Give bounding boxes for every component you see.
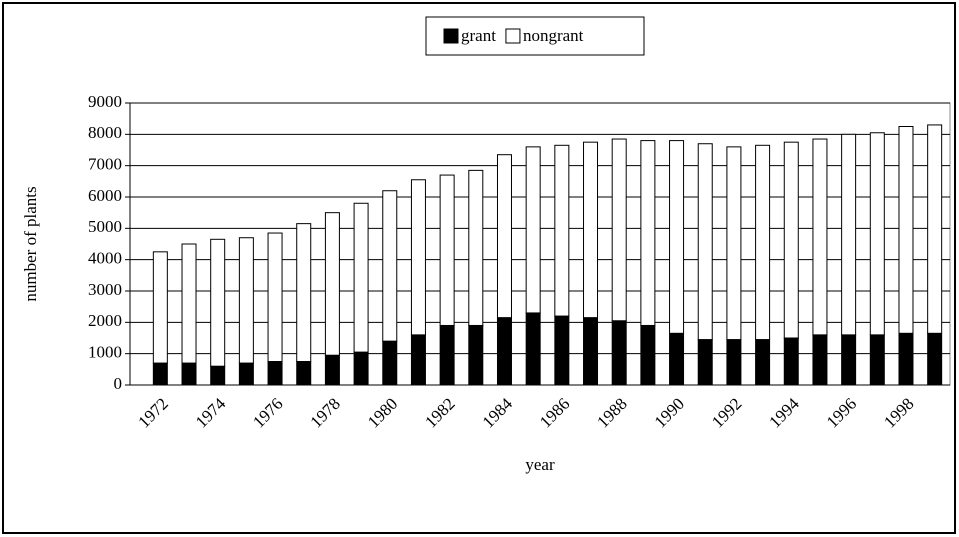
bar-segment xyxy=(152,251,168,364)
bar-segment xyxy=(496,317,512,386)
bar-segment xyxy=(640,324,656,386)
bar-segment xyxy=(669,140,685,334)
legend-swatch xyxy=(505,28,521,44)
bar-segment xyxy=(669,332,685,386)
x-axis-label: year xyxy=(525,455,555,474)
bar-segment xyxy=(324,354,340,386)
y-tick-label: 6000 xyxy=(88,186,122,205)
bar-segment xyxy=(640,140,656,326)
bar-segment xyxy=(812,138,828,336)
y-tick-label: 8000 xyxy=(88,123,122,142)
bar-segment xyxy=(841,334,857,386)
bar-segment xyxy=(210,365,226,386)
bar-segment xyxy=(410,334,426,386)
bar-segment xyxy=(181,243,197,364)
bar-segment xyxy=(210,238,226,367)
bar-segment xyxy=(869,132,885,336)
y-tick-label: 2000 xyxy=(88,311,122,330)
bar-segment xyxy=(152,362,168,386)
bar-segment xyxy=(927,332,943,386)
bar-segment xyxy=(611,138,627,322)
y-tick-label: 7000 xyxy=(88,155,122,174)
bar-segment xyxy=(898,126,914,334)
bar-segment xyxy=(755,144,771,341)
bar-segment xyxy=(296,361,312,386)
bar-segment xyxy=(812,334,828,386)
bar-segment xyxy=(726,339,742,386)
bar-segment xyxy=(554,315,570,386)
bar-segment xyxy=(898,332,914,386)
bar-segment xyxy=(238,362,254,386)
bar-segment xyxy=(267,361,283,386)
bar-segment xyxy=(353,351,369,386)
bar-segment xyxy=(927,124,943,334)
bar-segment xyxy=(238,237,254,364)
bar-segment xyxy=(697,143,713,341)
bar-segment xyxy=(468,324,484,386)
bar-segment xyxy=(755,339,771,386)
bar-segment xyxy=(525,146,541,314)
y-tick-label: 9000 xyxy=(88,92,122,111)
y-tick-label: 5000 xyxy=(88,217,122,236)
bar-segment xyxy=(783,337,799,386)
bar-segment xyxy=(382,340,398,386)
bar-segment xyxy=(583,141,599,319)
bar-segment xyxy=(726,146,742,341)
bar-segment xyxy=(353,202,369,353)
bar-segment xyxy=(296,223,312,362)
bar-segment xyxy=(583,317,599,386)
y-axis-label: number of plants xyxy=(21,186,40,301)
bar-segment xyxy=(267,232,283,362)
bar-segment xyxy=(439,174,455,326)
bar-segment xyxy=(783,141,799,339)
y-tick-label: 1000 xyxy=(88,343,122,362)
bar-segment xyxy=(869,334,885,386)
bar-segment xyxy=(439,324,455,386)
bar-segment xyxy=(468,169,484,326)
legend-box xyxy=(425,16,645,56)
bar-segment xyxy=(181,362,197,386)
y-tick-label: 4000 xyxy=(88,249,122,268)
legend-swatch xyxy=(443,28,459,44)
bar-segment xyxy=(324,212,340,356)
bar-segment xyxy=(611,320,627,386)
bar-segment xyxy=(496,154,512,319)
y-tick-label: 3000 xyxy=(88,280,122,299)
legend: grant nongrant xyxy=(425,16,645,56)
legend-label: nongrant xyxy=(523,26,584,45)
bar-segment xyxy=(841,133,857,336)
y-tick-label: 0 xyxy=(114,374,123,393)
legend-label: grant xyxy=(461,26,496,45)
bar-segment xyxy=(554,144,570,317)
bar-segment xyxy=(697,339,713,386)
bar-segment xyxy=(410,179,426,336)
bar-segment xyxy=(382,190,398,342)
bar-segment xyxy=(525,312,541,386)
